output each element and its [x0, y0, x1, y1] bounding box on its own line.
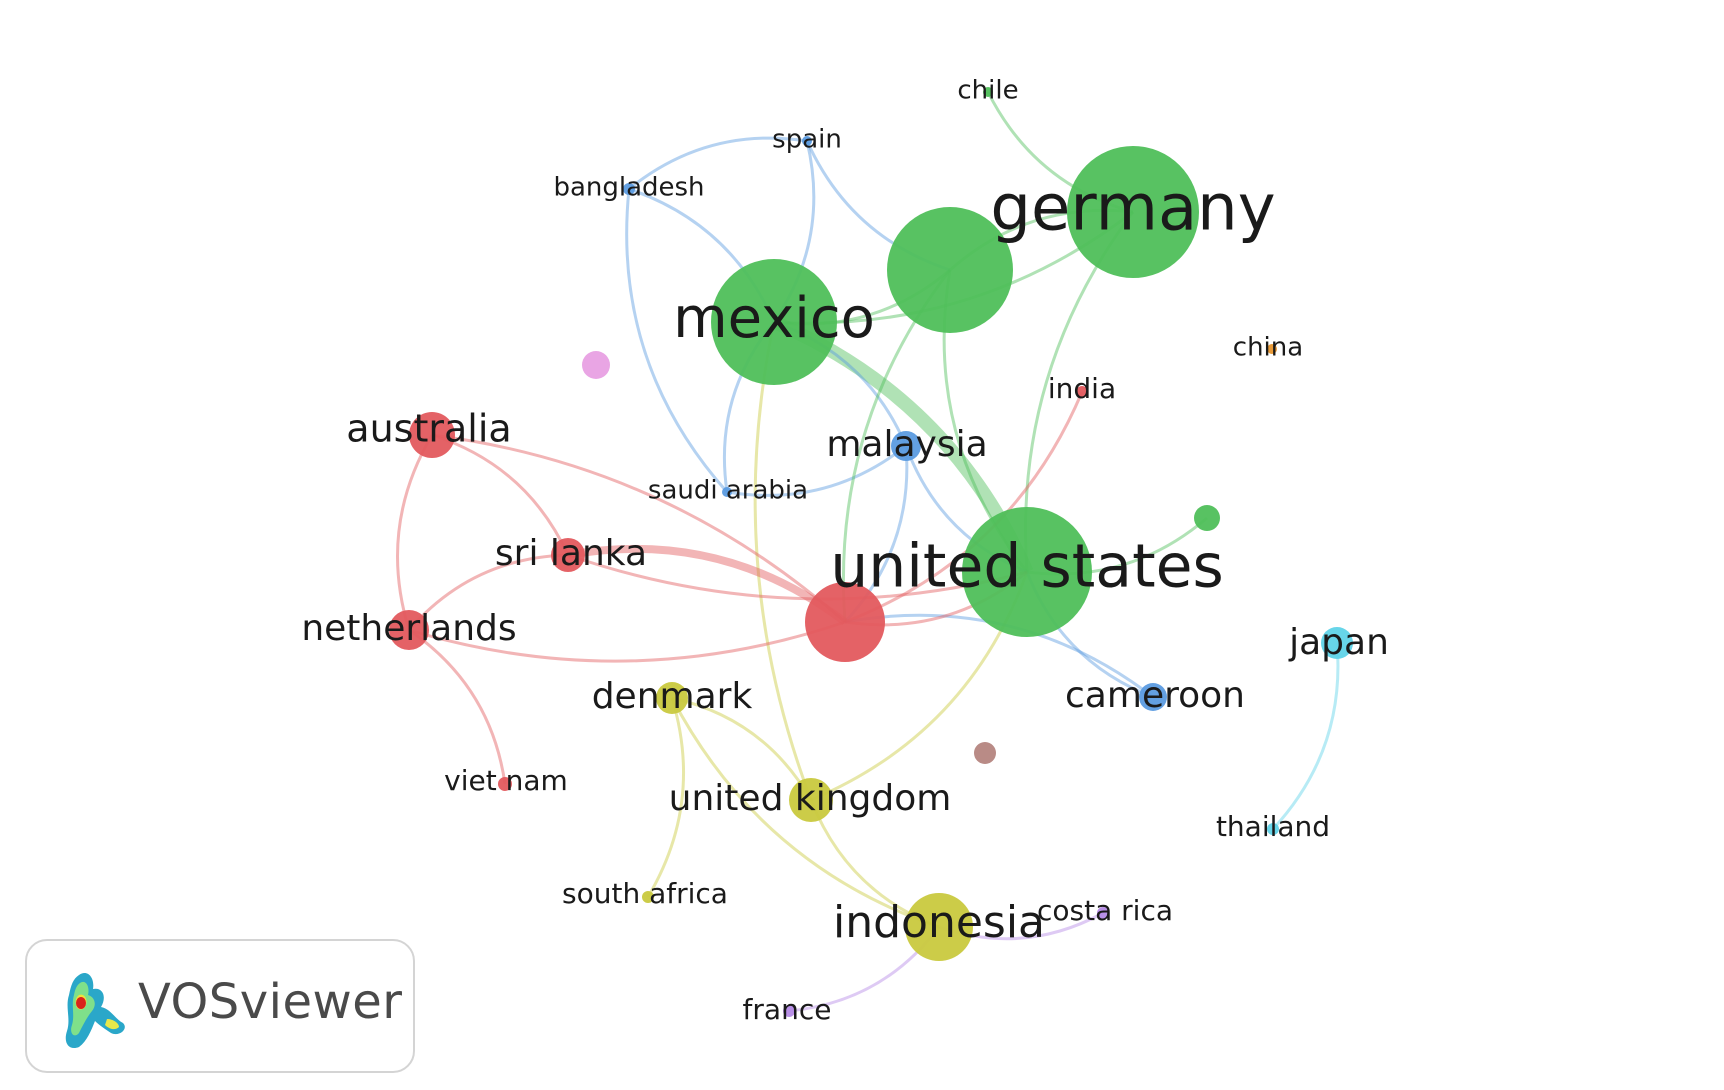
node-green-unlabeled-small[interactable]: [1194, 505, 1220, 531]
link-australia-netherlands: [396, 434, 434, 631]
node-france[interactable]: [783, 1005, 795, 1017]
link-australia-sri-lanka: [431, 433, 570, 556]
label-netherlands[interactable]: netherlands: [301, 608, 516, 649]
label-india[interactable]: india: [1048, 372, 1116, 405]
nodes-layer: [389, 87, 1353, 1017]
label-germany[interactable]: germany: [990, 172, 1275, 246]
link-netherlands-red-unlabeled-large: [408, 620, 846, 663]
link-australia-red-unlabeled-large: [431, 433, 846, 624]
label-japan[interactable]: japan: [1288, 622, 1389, 663]
node-united-kingdom[interactable]: [789, 778, 833, 822]
label-australia[interactable]: australia: [346, 407, 511, 451]
link-mexico-united-kingdom: [753, 321, 813, 801]
label-indonesia[interactable]: indonesia: [833, 897, 1045, 948]
label-sri-lanka[interactable]: sri lanka: [495, 533, 647, 574]
label-china[interactable]: china: [1233, 333, 1303, 363]
label-chile[interactable]: chile: [957, 76, 1018, 106]
node-cameroon[interactable]: [1139, 683, 1167, 711]
node-viet-nam[interactable]: [498, 777, 512, 791]
label-viet-nam[interactable]: viet nam: [444, 764, 568, 797]
link-japan-thailand: [1271, 642, 1340, 831]
node-spain[interactable]: [802, 136, 812, 146]
label-thailand[interactable]: thailand: [1216, 810, 1330, 843]
node-costa-rica[interactable]: [1097, 907, 1109, 919]
label-saudi-arabia[interactable]: saudi arabia: [648, 476, 808, 506]
node-india[interactable]: [1076, 386, 1088, 398]
link-sri-lanka-netherlands: [407, 553, 569, 631]
node-green-unlabeled-large[interactable]: [887, 207, 1013, 333]
link-netherlands-viet-nam: [408, 628, 507, 785]
label-costa-rica[interactable]: costa rica: [1037, 894, 1173, 927]
node-malaysia[interactable]: [891, 431, 921, 461]
link-spain-bangladesh: [628, 136, 808, 191]
node-bangladesh[interactable]: [623, 183, 635, 195]
node-united-states[interactable]: [962, 507, 1092, 637]
label-united-kingdom[interactable]: united kingdom: [669, 778, 952, 819]
node-red-unlabeled-large[interactable]: [805, 582, 885, 662]
label-denmark[interactable]: denmark: [592, 676, 753, 717]
link-denmark-south-africa: [646, 697, 685, 898]
node-pink-unlabeled[interactable]: [582, 351, 610, 379]
node-indonesia[interactable]: [905, 893, 973, 961]
node-thailand[interactable]: [1267, 823, 1279, 835]
node-germany[interactable]: [1067, 146, 1199, 278]
node-denmark[interactable]: [656, 682, 688, 714]
node-chile[interactable]: [983, 87, 993, 97]
link-bangladesh-saudi-arabia: [625, 188, 729, 493]
node-mexico[interactable]: [711, 259, 837, 385]
vosviewer-logo: VOSviewer: [25, 939, 415, 1073]
label-bangladesh[interactable]: bangladesh: [553, 173, 704, 203]
label-mexico[interactable]: mexico: [673, 286, 875, 351]
vosviewer-logo-icon: [65, 972, 125, 1049]
node-south-africa[interactable]: [642, 891, 654, 903]
node-japan[interactable]: [1321, 627, 1353, 659]
link-malaysia-saudi-arabia: [726, 444, 907, 497]
label-united-states[interactable]: united states: [830, 532, 1224, 602]
link-denmark-indonesia: [670, 697, 940, 929]
node-sri-lanka[interactable]: [551, 538, 585, 572]
node-netherlands[interactable]: [389, 610, 429, 650]
label-cameroon[interactable]: cameroon: [1065, 675, 1245, 716]
label-spain[interactable]: spain: [772, 125, 842, 155]
label-south-africa[interactable]: south africa: [562, 877, 728, 910]
node-saudi-arabia[interactable]: [722, 487, 732, 497]
node-australia[interactable]: [409, 412, 455, 458]
labels-layer: germany mexico united states chile spain bang…: [301, 76, 1389, 1027]
label-malaysia[interactable]: malaysia: [826, 424, 987, 465]
vosviewer-logo-text: VOSviewer: [138, 974, 403, 1030]
label-france[interactable]: france: [743, 993, 832, 1026]
node-brown-unlabeled[interactable]: [974, 742, 996, 764]
node-china[interactable]: [1267, 344, 1277, 354]
